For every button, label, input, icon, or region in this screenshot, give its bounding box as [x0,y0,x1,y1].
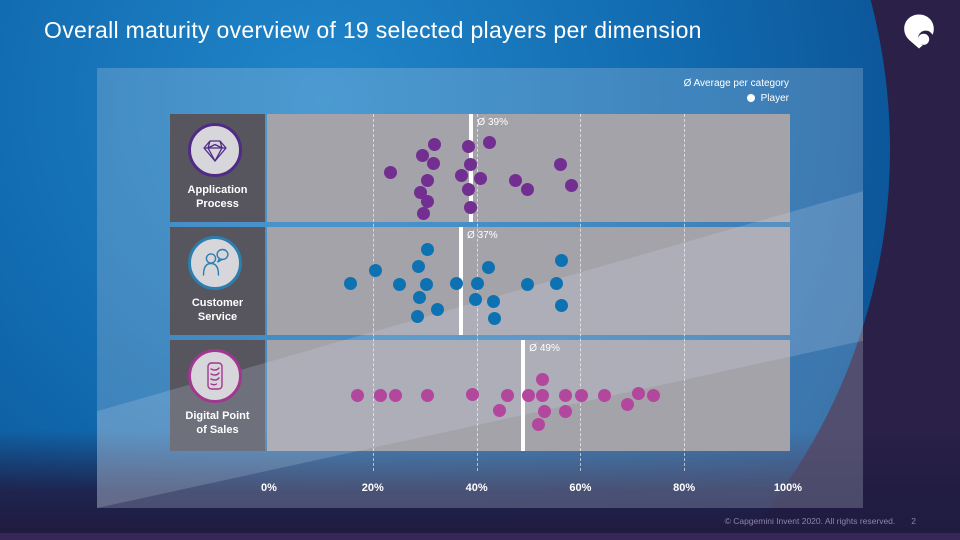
player-dot [454,168,468,182]
player-dot [631,386,645,400]
dimension-label: Customer Service [191,297,244,323]
player-dot [369,263,383,277]
player-dot [575,388,589,402]
dimension-row [267,114,790,222]
x-axis-tick-label: 40% [465,482,488,494]
player-dot [532,417,546,431]
player-dot [486,294,500,308]
legend-player-entry: Player [684,91,789,106]
player-dot [463,157,477,171]
gem-icon [187,123,242,177]
player-dot [465,387,479,401]
x-axis-tick-label: 20% [361,482,384,494]
gridline [580,114,582,471]
player-dot [416,206,430,220]
player-dot [430,302,444,316]
player-dot [481,260,495,274]
player-dot [473,171,487,185]
player-dot [461,182,475,196]
gridline [684,114,686,471]
chart-legend: Ø Average per category Player [684,76,789,106]
player-dot [621,397,635,411]
copyright-text: © Capgemini Invent 2020. All rights rese… [724,516,896,526]
player-dot [420,173,434,187]
player-dot [449,276,463,290]
player-dot [469,292,483,306]
player-dot [461,139,475,153]
player-dot [471,276,485,290]
x-axis-tick-label: 100% [773,482,803,494]
player-dot [559,404,573,418]
player-dot [420,242,434,256]
player-dot-icon [746,94,755,102]
player-dot [343,276,357,290]
player-dot [427,137,441,151]
player-dot [392,277,406,291]
player-dot [419,277,433,291]
player-dot [520,182,534,196]
player-dot [487,311,501,325]
dimension-label: Digital Point of Sales [185,410,250,436]
player-dot [536,372,549,386]
mobile-payment-icon [187,349,242,403]
bottom-accent-strip [0,533,960,540]
player-dot [420,388,434,402]
legend-average-label: Ø Average per category [683,78,789,89]
player-dot [598,388,612,402]
player-dot [522,388,535,402]
title-bar: Overall maturity overview of 19 selected… [0,0,960,68]
page-title: Overall maturity overview of 19 selected… [44,17,702,43]
player-dot [555,298,569,312]
player-dot [555,253,569,267]
player-dot [411,309,425,323]
player-dot [350,388,364,402]
player-dot [411,259,425,273]
page-number: 2 [911,516,916,526]
player-dot [483,135,497,149]
player-dot [427,156,441,170]
player-dot [388,388,402,402]
player-dot [413,290,426,304]
player-dot [554,157,568,171]
player-dot [416,148,430,162]
dimension-label: Application Process [187,184,248,210]
average-label: Ø 39% [477,117,508,128]
player-dot [559,388,573,402]
x-axis-tick-label: 60% [569,482,592,494]
x-axis-tick-label: 80% [673,482,696,494]
player-dot [549,276,563,290]
player-dot [383,165,397,179]
footer: © Capgemini Invent 2020. All rights rese… [0,512,960,530]
player-dot [538,404,552,418]
average-label: Ø 37% [467,230,498,241]
chart-panel: Ø Average per category Player Applicatio… [97,68,863,508]
player-dot [565,178,579,192]
player-dot [374,388,388,402]
player-dot [520,277,534,291]
x-axis-tick-label: 0% [261,482,277,494]
customer-chat-icon [187,236,242,290]
capgemini-spade-logo-icon [900,12,938,50]
player-dot [492,403,506,417]
gridline [372,114,374,471]
legend-average-entry: Ø Average per category [684,76,789,91]
legend-player-label: Player [760,93,789,104]
player-dot [420,194,434,208]
player-dot [646,388,660,402]
dot-plot-chart: Application Process Customer Service Digit… [97,68,863,508]
average-label: Ø 49% [529,343,560,354]
player-dot [508,173,522,187]
player-dot [501,388,515,402]
player-dot [463,200,477,214]
player-dot [536,388,549,402]
